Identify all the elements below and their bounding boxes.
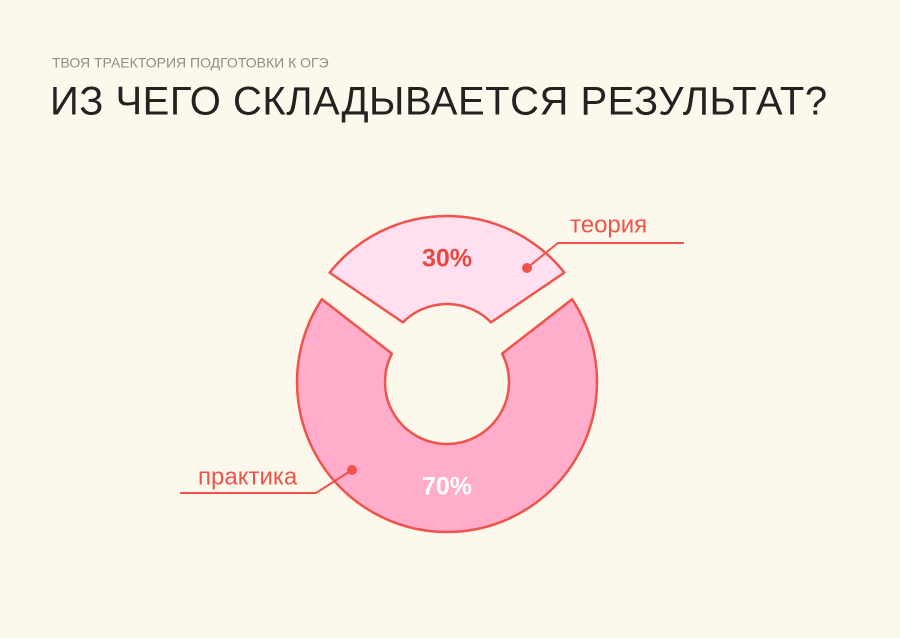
value-label: 30% bbox=[422, 245, 472, 273]
value-label: 70% bbox=[422, 473, 472, 501]
leader-dot bbox=[347, 465, 357, 475]
category-label: теория bbox=[570, 211, 647, 238]
leader-line bbox=[180, 469, 353, 494]
leader-line bbox=[526, 242, 684, 269]
chart-title: ИЗ ЧЕГО СКЛАДЫВАЕТСЯ РЕЗУЛЬТАТ? bbox=[50, 80, 828, 124]
category-label: практика bbox=[198, 463, 298, 490]
subtitle: ТВОЯ ТРАЕКТОРИЯ ПОДГОТОВКИ К ОГЭ bbox=[52, 55, 329, 71]
donut-segment bbox=[328, 214, 566, 324]
leader-dot bbox=[522, 263, 532, 273]
donut-segment bbox=[295, 297, 599, 534]
